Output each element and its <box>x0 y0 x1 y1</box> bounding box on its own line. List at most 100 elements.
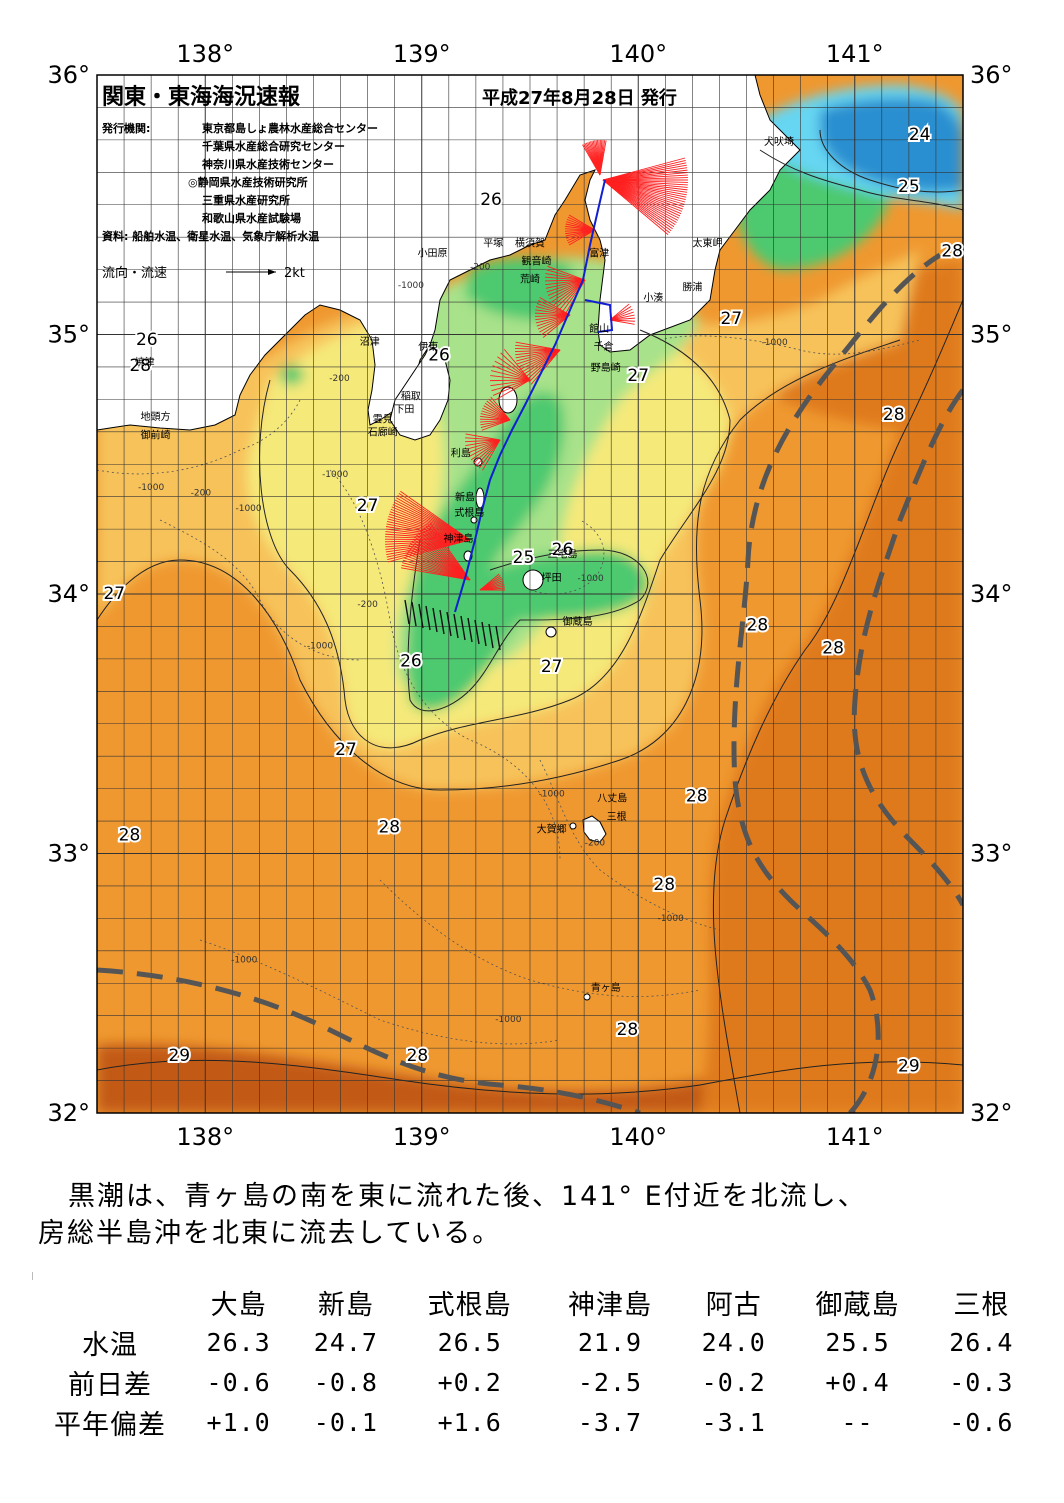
isotherm-label: 28 <box>653 875 675 895</box>
cell: 25.5 <box>825 1327 890 1357</box>
place-label: 大賀郷 <box>537 823 567 836</box>
ship-tracks <box>454 179 614 613</box>
depth-label: -1000 <box>658 914 684 924</box>
divider-mark <box>32 1272 33 1280</box>
current-vector-black <box>439 609 445 635</box>
shikinejima-island <box>470 516 478 524</box>
cell: +0.2 <box>437 1367 502 1397</box>
current-vector <box>470 439 501 461</box>
place-label: 青ヶ島 <box>591 981 621 994</box>
current-vector <box>536 314 571 327</box>
cell: -3.1 <box>701 1407 766 1437</box>
vector-legend-scale: 2kt <box>284 266 305 281</box>
place-label: 観音崎 <box>521 254 551 267</box>
stats-header-row: 大島 新島 式根島 神津島 阿古 御蔵島 三根 <box>35 1282 1035 1322</box>
oshima-island <box>498 386 518 414</box>
current-vector <box>481 410 511 421</box>
issuer-4: ◎静岡県水産技術研究所 <box>188 175 308 189</box>
current-vector <box>609 319 635 325</box>
col-shikinejima: 式根島 <box>427 1289 512 1321</box>
current-vector <box>516 349 561 362</box>
depth-label: -200 <box>191 488 212 498</box>
current-vector <box>482 439 501 471</box>
place-label: 野島崎 <box>591 361 621 374</box>
cell: 24.7 <box>313 1327 378 1357</box>
issuer-3: 神奈川県水産技術センター <box>202 157 334 171</box>
place-label: 伊東 <box>418 340 438 353</box>
current-vector-black <box>495 625 501 651</box>
current-vector <box>609 314 635 321</box>
current-vector <box>490 379 531 387</box>
current-vector <box>495 379 531 401</box>
isotherm-label: 26 <box>400 652 422 672</box>
current-vector <box>609 311 634 321</box>
black-current-arrows <box>404 599 501 651</box>
current-vector <box>488 398 511 421</box>
table-row: 平年偏差 +1.0 -0.1 +1.6 -3.7 -3.1 -- -0.6 <box>35 1402 1035 1442</box>
current-vector <box>482 407 511 421</box>
current-vector <box>480 419 511 426</box>
place-label: 館山 <box>589 322 609 335</box>
depth-label: -200 <box>357 600 378 610</box>
depth-label: -1000 <box>495 1015 521 1025</box>
place-label: 式根島 <box>454 506 484 519</box>
isotherm-label: 28 <box>407 1046 429 1066</box>
current-vector <box>500 352 531 381</box>
current-vector <box>535 312 571 316</box>
current-vector <box>518 349 561 368</box>
current-vector <box>545 276 586 281</box>
current-vector <box>520 349 561 373</box>
row-label-temp: 水温 <box>82 1329 138 1361</box>
isotherm-label: 29 <box>168 1046 190 1066</box>
sea-temperature-map: 138° 138° 139° 139° 140° 140° 141° 141° 36° 36° 35… <box>47 40 1012 1150</box>
mikurajima-island <box>545 626 557 638</box>
current-vector-black <box>418 603 424 629</box>
depth-label: -200 <box>585 839 606 849</box>
isotherm-label: 27 <box>335 740 357 760</box>
place-label: 三宅島 <box>547 548 577 561</box>
depth-label: -1000 <box>231 955 257 965</box>
cell: 21.9 <box>577 1327 643 1357</box>
depth-label: -1000 <box>578 574 604 584</box>
current-vector <box>599 140 607 176</box>
lon-label-bottom: 141° <box>826 1123 884 1150</box>
current-vector <box>526 349 561 381</box>
current-vector <box>481 419 511 431</box>
depth-label: -1000 <box>322 470 348 480</box>
isotherm-label: 27 <box>541 657 563 677</box>
issuer-label: 発行機関: <box>101 121 150 135</box>
current-vector <box>467 439 501 454</box>
cell: -0.6 <box>206 1367 271 1397</box>
isotherm-label: 26 <box>428 345 450 365</box>
aogashima-island <box>583 993 591 1001</box>
current-vector <box>517 349 561 365</box>
depth-label: -1000 <box>138 483 164 493</box>
stats-corner <box>35 1282 185 1322</box>
place-label: 地頭方 <box>140 410 170 423</box>
depth-labels: -200 -1000 -200 -1000 -200 -1000 -1000 -200 -100… <box>138 263 788 1026</box>
current-vector <box>497 356 531 381</box>
lon-label-bottom: 140° <box>609 1123 667 1150</box>
current-vector <box>524 349 561 379</box>
current-vector <box>568 214 596 231</box>
current-vector <box>465 439 501 446</box>
summary-text: 黒潮は、青ヶ島の南を東に流れた後、141° E付近を北流し、 房総半島沖を北東に… <box>38 1178 1038 1252</box>
cell: +0.4 <box>825 1367 890 1397</box>
lat-label-left: 34° <box>47 580 90 608</box>
current-vector-black <box>432 607 438 633</box>
lon-label-top: 141° <box>826 40 884 68</box>
current-vector <box>475 439 501 467</box>
current-vector <box>539 314 571 333</box>
place-label: 利島 <box>451 446 471 459</box>
place-label: 神津島 <box>444 532 474 545</box>
current-vector <box>465 439 501 443</box>
vector-legend-arrowhead <box>268 269 276 275</box>
depth-label: -1000 <box>235 504 261 514</box>
place-label: 御蔵島 <box>563 615 593 628</box>
cell: -2.5 <box>577 1367 643 1397</box>
miyakejima-island <box>522 569 544 591</box>
current-vector <box>494 360 531 381</box>
band-24 <box>820 98 963 192</box>
izu-peninsula <box>389 344 451 441</box>
table-row: 水温 26.3 24.7 26.5 21.9 24.0 25.5 26.4 <box>35 1322 1035 1362</box>
